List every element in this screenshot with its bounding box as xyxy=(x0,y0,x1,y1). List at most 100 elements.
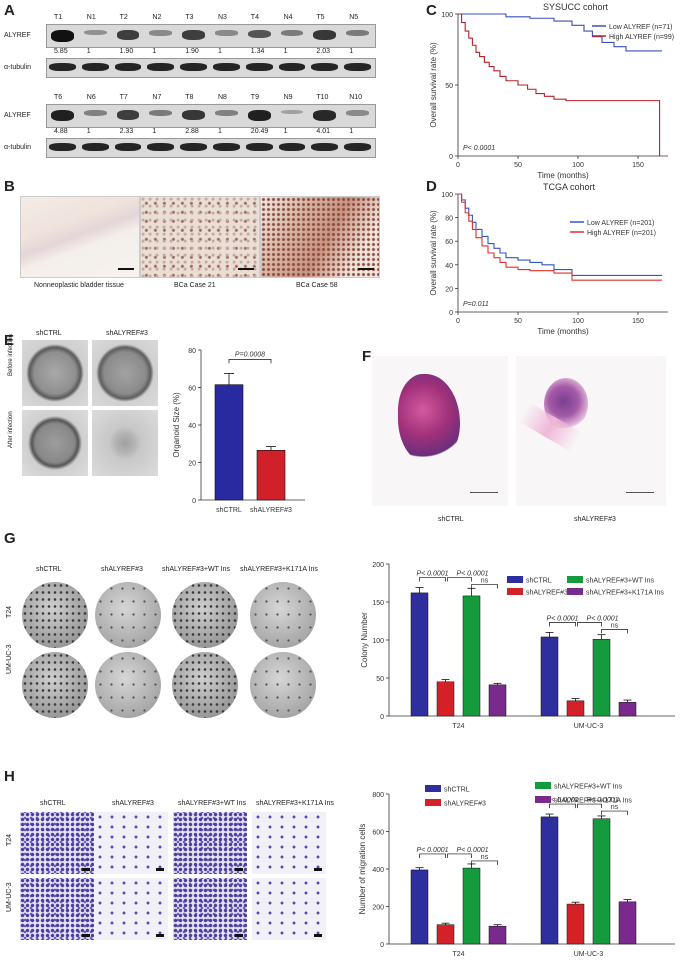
km-title: SYSUCC cohort xyxy=(543,2,609,12)
panel-label-e: E xyxy=(4,332,15,349)
legend-label: shALYREF#3+K171A Ins xyxy=(554,798,632,805)
blot-band xyxy=(49,63,76,71)
km-curve-low xyxy=(458,193,662,276)
bar xyxy=(566,700,585,717)
scale-bar xyxy=(156,934,164,937)
ns-label: ns xyxy=(611,622,619,629)
bar xyxy=(462,595,481,717)
migration-image xyxy=(94,812,168,874)
ihc-caption-normal: Nonneoplastic bladder tissue xyxy=(34,282,124,289)
y-tick-label: 80 xyxy=(188,348,196,355)
lane-label: T9 xyxy=(250,94,259,101)
bar xyxy=(488,925,507,945)
lane-label: N9 xyxy=(283,94,293,101)
legend-high: High ALYREF (n=99) xyxy=(609,34,674,41)
colony-dish xyxy=(22,582,88,648)
colony-dish xyxy=(22,652,88,718)
y-tick-label: 0 xyxy=(380,942,384,949)
scale-bar xyxy=(118,268,134,270)
blot-band xyxy=(215,110,238,116)
lane-label: N5 xyxy=(349,14,359,21)
dish-col-label: shALYREF#3+K171A Ins xyxy=(240,566,318,573)
migration-image xyxy=(252,878,326,940)
band-ratio: 2.88 xyxy=(185,128,199,135)
legend-swatch xyxy=(567,576,583,583)
scale-bar xyxy=(82,934,90,937)
blot-band xyxy=(83,30,107,36)
bar xyxy=(410,869,429,945)
migration-col-label: shALYREF#3+WT Ins xyxy=(178,800,247,807)
blot-band xyxy=(114,143,142,151)
legend-swatch xyxy=(507,588,523,595)
x-tick-label: shALYREF#3 xyxy=(250,507,292,514)
colony-dish xyxy=(95,652,161,718)
lane-label: T8 xyxy=(185,94,194,101)
dish-row-label: T24 xyxy=(6,605,13,618)
y-tick-label: 100 xyxy=(372,638,384,645)
blot-band xyxy=(149,30,173,36)
colony-number-chart: 0 50 100 150 200 Colony Number T24 P< 0.0001 P< … xyxy=(360,562,675,730)
dish-col-label: shALYREF#3 xyxy=(101,566,143,573)
x-tick-label: 150 xyxy=(632,318,644,325)
significance-bracket xyxy=(419,577,446,582)
blot-band xyxy=(116,110,140,120)
legend-swatch xyxy=(535,782,551,789)
y-axis-label: Number of migration cells xyxy=(358,824,367,915)
p-value: P< 0.0001 xyxy=(456,571,488,578)
band-ratio: 1.90 xyxy=(185,48,199,55)
blot-band xyxy=(182,110,205,120)
legend-low: Low ALYREF (n=201) xyxy=(587,220,654,227)
p-value: P< 0.0001 xyxy=(546,615,578,622)
scale-bar xyxy=(314,868,322,871)
ihc-caption-case58: BCa Case 58 xyxy=(296,282,338,289)
panel-label-b: B xyxy=(4,178,15,195)
panel-label-f: F xyxy=(362,348,372,365)
blot-band xyxy=(213,143,240,151)
significance-bracket xyxy=(447,853,472,858)
y-tick-label: 100 xyxy=(441,192,453,199)
blot-band xyxy=(247,110,271,122)
ns-label: ns xyxy=(611,804,619,811)
p-value: P=0.0008 xyxy=(235,351,265,358)
legend-label: shALYREF#3 xyxy=(444,801,486,808)
bar xyxy=(566,903,585,945)
he-image-shalyref xyxy=(516,356,666,506)
legend-label: shALYREF#3 xyxy=(526,590,568,597)
lane-label: T4 xyxy=(250,14,259,21)
blot-band xyxy=(51,110,74,122)
significance-bracket xyxy=(419,853,446,858)
y-tick-label: 200 xyxy=(372,905,384,912)
blot-band xyxy=(311,63,339,71)
blot-band xyxy=(344,143,371,151)
legend-swatch xyxy=(425,799,441,806)
bar xyxy=(592,638,611,717)
band-ratio: 1 xyxy=(86,128,91,135)
band-ratio: 1 xyxy=(283,128,288,135)
bar xyxy=(618,901,637,945)
x-tick-label: T24 xyxy=(452,723,464,730)
protein-label: ALYREF xyxy=(4,32,31,39)
panel-label-c: C xyxy=(426,2,437,19)
lane-label: N10 xyxy=(349,94,363,101)
significance-bracket xyxy=(577,803,602,809)
band-ratio: 1 xyxy=(86,48,91,55)
blot-band xyxy=(149,110,173,117)
y-tick-label: 0 xyxy=(380,714,384,721)
significance-bracket xyxy=(447,577,472,582)
organoid-image xyxy=(22,410,88,476)
band-ratio: 1 xyxy=(283,48,288,55)
y-tick-label: 50 xyxy=(376,676,384,683)
p-value: P=0.011 xyxy=(463,301,489,308)
y-tick-label: 40 xyxy=(188,423,196,430)
ns-label: ns xyxy=(481,854,489,861)
significance-bracket xyxy=(601,629,628,634)
legend-swatch xyxy=(567,588,583,595)
band-ratio: 4.01 xyxy=(316,128,331,135)
migration-row-label: T24 xyxy=(6,833,13,846)
y-tick-label: 20 xyxy=(445,286,453,293)
band-ratio: 1 xyxy=(152,48,157,55)
lane-label: T5 xyxy=(316,14,325,21)
organoid-col-label: shCTRL xyxy=(36,330,62,337)
migration-image xyxy=(173,878,247,940)
blot-band xyxy=(278,63,306,71)
